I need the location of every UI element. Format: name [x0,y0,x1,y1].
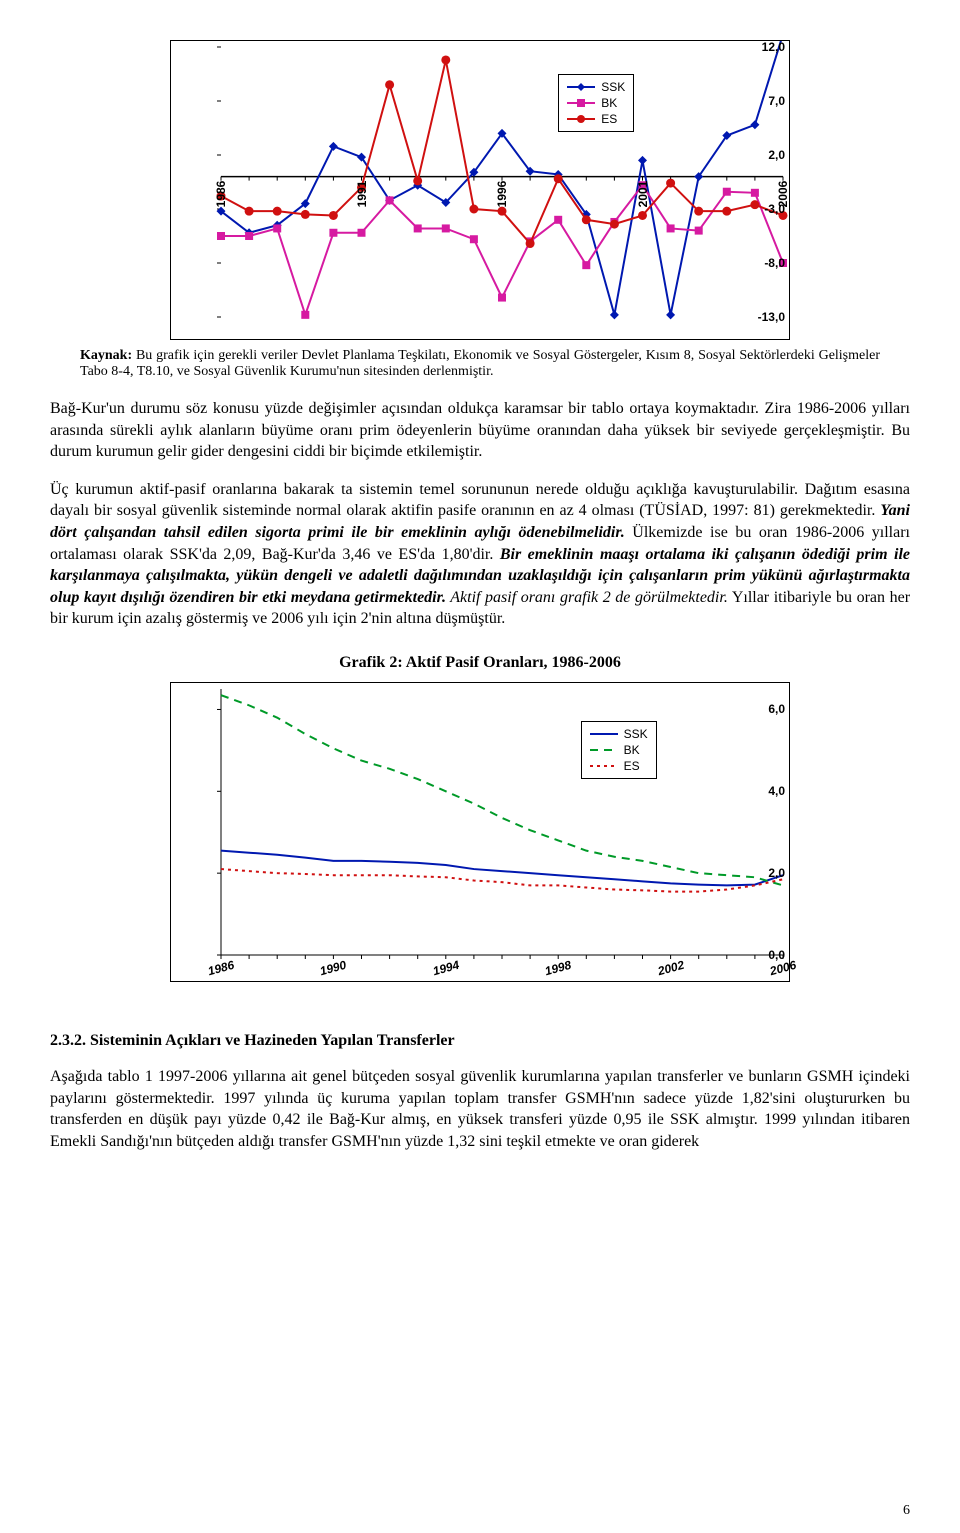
legend-item: SSK [567,79,625,95]
legend-item: SSK [590,726,648,742]
caption-lead: Kaynak: [80,348,132,363]
section-heading: 2.3.2. Sisteminin Açıkları ve Hazineden … [50,1032,910,1050]
legend-item: ES [590,758,648,774]
x-tick-label: 2006 [776,180,790,207]
chart-1-caption: Kaynak: Bu grafik için gerekli veriler D… [80,348,880,380]
y-tick-label: 0,0 [743,948,785,962]
y-tick-label: -13,0 [743,310,785,324]
paragraph-2: Üç kurumun aktif-pasif oranlarına bakara… [50,479,910,630]
chart-2-title: Grafik 2: Aktif Pasif Oranları, 1986-200… [50,654,910,672]
y-tick-label: 2,0 [743,148,785,162]
paragraph-3: Aşağıda tablo 1 1997-2006 yıllarına ait … [50,1066,910,1152]
paragraph-1: Bağ-Kur'un durumu söz konusu yüzde değiş… [50,398,910,463]
legend-item: ES [567,111,625,127]
x-tick-label: 1996 [495,180,509,207]
x-tick-label: 2001 [636,180,650,207]
y-tick-label: 2,0 [743,866,785,880]
chart-2: 6,04,02,00,0198619901994199820022006SSKB… [170,682,790,982]
caption-text: Bu grafik için gerekli veriler Devlet Pl… [80,348,880,379]
para2-s1: Üç kurumun aktif-pasif oranlarına bakara… [50,481,910,520]
para2-s5: Aktif pasif oranı grafik 2 de görülmekte… [446,589,728,606]
chart-legend: SSKBKES [581,721,657,779]
chart-legend: SSKBKES [558,74,634,132]
legend-item: BK [567,95,625,111]
x-tick-label: 1991 [355,180,369,207]
y-tick-label: 4,0 [743,784,785,798]
page-number: 6 [903,1503,910,1519]
x-tick-label: 1986 [214,180,228,207]
y-tick-label: 6,0 [743,702,785,716]
y-tick-label: 12,0 [743,40,785,54]
chart-1: 12,07,02,0-3,0-8,0-13,019861991199620012… [170,40,790,340]
legend-item: BK [590,742,648,758]
y-tick-label: 7,0 [743,94,785,108]
y-tick-label: -8,0 [743,256,785,270]
